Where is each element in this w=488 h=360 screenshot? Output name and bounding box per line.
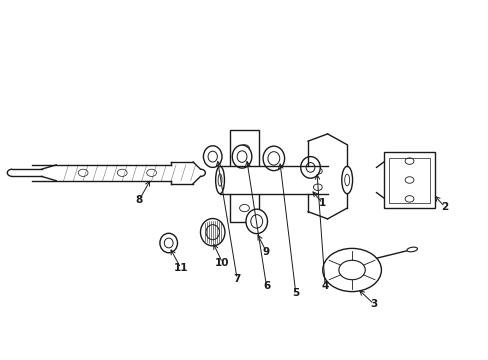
Ellipse shape	[245, 209, 267, 234]
Ellipse shape	[300, 157, 320, 178]
Ellipse shape	[263, 146, 284, 171]
Text: 11: 11	[173, 263, 188, 273]
Text: 8: 8	[136, 195, 142, 205]
Ellipse shape	[232, 145, 251, 168]
Ellipse shape	[200, 219, 224, 246]
Text: 3: 3	[370, 299, 377, 309]
Bar	[383, 152, 434, 208]
Ellipse shape	[160, 233, 177, 253]
Ellipse shape	[215, 166, 224, 194]
Text: 10: 10	[215, 258, 229, 268]
Text: 9: 9	[263, 247, 269, 257]
Bar	[388, 158, 429, 202]
Text: 4: 4	[321, 281, 328, 291]
Ellipse shape	[406, 247, 417, 252]
Ellipse shape	[341, 166, 352, 194]
Circle shape	[322, 248, 381, 292]
Ellipse shape	[203, 146, 222, 167]
Text: 7: 7	[233, 274, 241, 284]
Text: 1: 1	[319, 198, 325, 208]
Text: 5: 5	[292, 288, 299, 298]
Text: 6: 6	[263, 281, 269, 291]
Text: 2: 2	[441, 202, 447, 212]
